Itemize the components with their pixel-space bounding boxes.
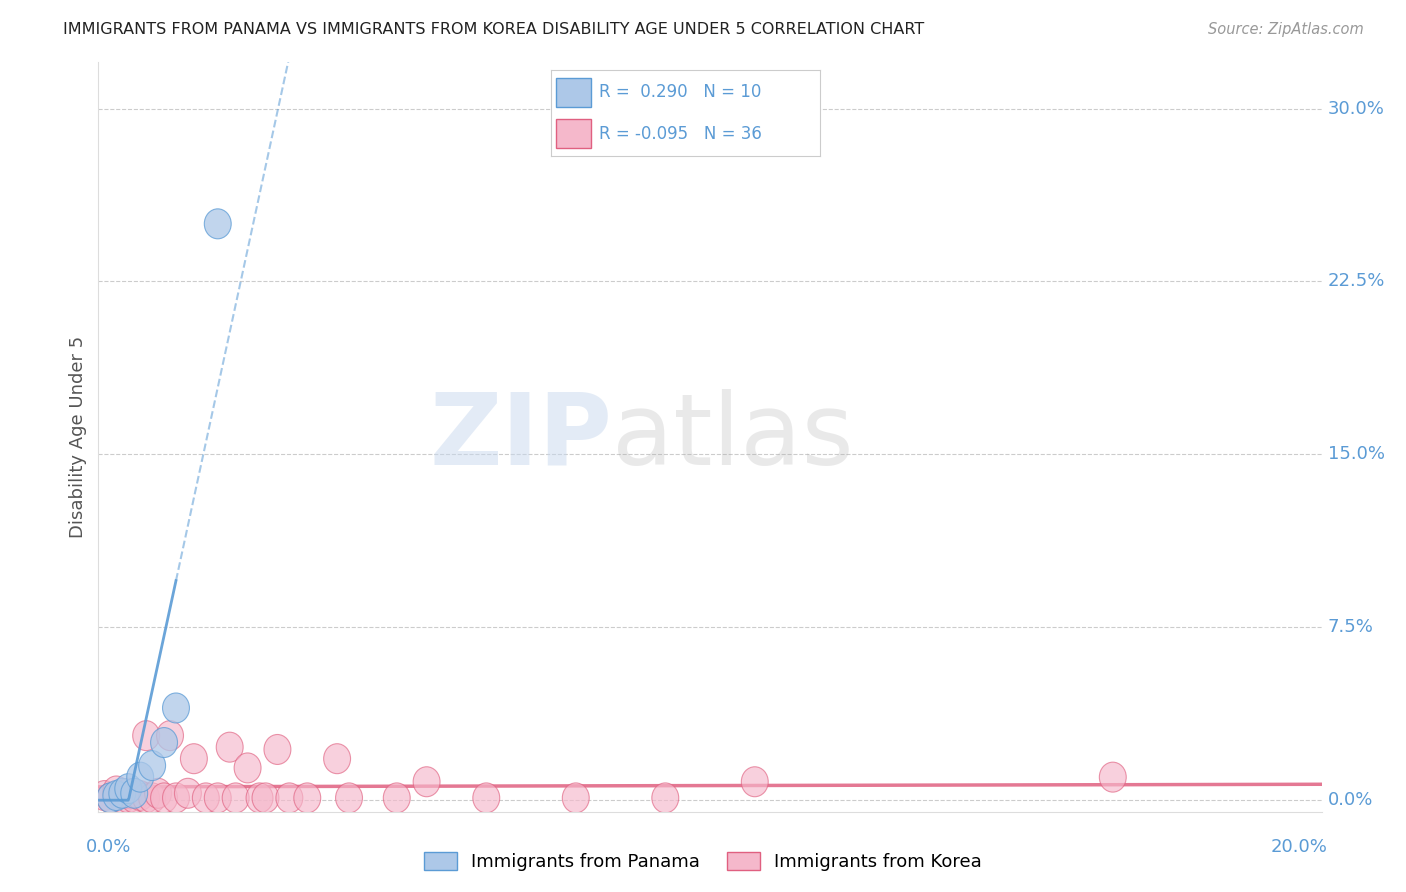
- Ellipse shape: [384, 783, 411, 813]
- Ellipse shape: [103, 776, 129, 806]
- Ellipse shape: [204, 783, 231, 813]
- Text: 7.5%: 7.5%: [1327, 618, 1374, 636]
- Ellipse shape: [91, 780, 118, 811]
- Ellipse shape: [276, 783, 302, 813]
- Legend: Immigrants from Panama, Immigrants from Korea: Immigrants from Panama, Immigrants from …: [418, 846, 988, 879]
- Ellipse shape: [163, 693, 190, 723]
- Ellipse shape: [264, 734, 291, 764]
- Ellipse shape: [163, 783, 190, 813]
- Ellipse shape: [294, 783, 321, 813]
- Text: 20.0%: 20.0%: [1271, 838, 1327, 856]
- Ellipse shape: [472, 783, 499, 813]
- Text: 30.0%: 30.0%: [1327, 100, 1385, 118]
- Ellipse shape: [150, 783, 177, 813]
- Ellipse shape: [246, 783, 273, 813]
- Text: 0.0%: 0.0%: [1327, 791, 1374, 809]
- Ellipse shape: [108, 783, 136, 813]
- Ellipse shape: [108, 779, 136, 808]
- Text: ZIP: ZIP: [429, 389, 612, 485]
- Ellipse shape: [741, 767, 768, 797]
- Ellipse shape: [235, 753, 262, 783]
- Text: Source: ZipAtlas.com: Source: ZipAtlas.com: [1208, 22, 1364, 37]
- Ellipse shape: [115, 779, 142, 808]
- Ellipse shape: [132, 721, 160, 751]
- Ellipse shape: [139, 751, 166, 780]
- Text: 15.0%: 15.0%: [1327, 445, 1385, 463]
- Ellipse shape: [652, 783, 679, 813]
- Ellipse shape: [103, 780, 129, 811]
- Ellipse shape: [413, 767, 440, 797]
- Ellipse shape: [323, 744, 350, 773]
- Y-axis label: Disability Age Under 5: Disability Age Under 5: [69, 336, 87, 538]
- Ellipse shape: [132, 783, 160, 813]
- Ellipse shape: [115, 773, 142, 804]
- Ellipse shape: [121, 779, 148, 808]
- Ellipse shape: [336, 783, 363, 813]
- Ellipse shape: [145, 779, 172, 808]
- Ellipse shape: [121, 783, 148, 813]
- Text: 22.5%: 22.5%: [1327, 272, 1385, 291]
- Ellipse shape: [174, 779, 201, 808]
- Ellipse shape: [222, 783, 249, 813]
- Ellipse shape: [252, 783, 278, 813]
- Ellipse shape: [150, 728, 177, 757]
- Ellipse shape: [204, 209, 231, 239]
- Ellipse shape: [115, 783, 142, 813]
- Ellipse shape: [180, 744, 207, 773]
- Ellipse shape: [127, 780, 153, 811]
- Ellipse shape: [127, 762, 153, 792]
- Text: 0.0%: 0.0%: [86, 838, 132, 856]
- Ellipse shape: [97, 783, 124, 813]
- Ellipse shape: [139, 783, 166, 813]
- Ellipse shape: [97, 783, 124, 813]
- Text: IMMIGRANTS FROM PANAMA VS IMMIGRANTS FROM KOREA DISABILITY AGE UNDER 5 CORRELATI: IMMIGRANTS FROM PANAMA VS IMMIGRANTS FRO…: [63, 22, 925, 37]
- Ellipse shape: [562, 783, 589, 813]
- Ellipse shape: [156, 721, 183, 751]
- Ellipse shape: [217, 732, 243, 762]
- Text: atlas: atlas: [612, 389, 853, 485]
- Ellipse shape: [1099, 762, 1126, 792]
- Ellipse shape: [193, 783, 219, 813]
